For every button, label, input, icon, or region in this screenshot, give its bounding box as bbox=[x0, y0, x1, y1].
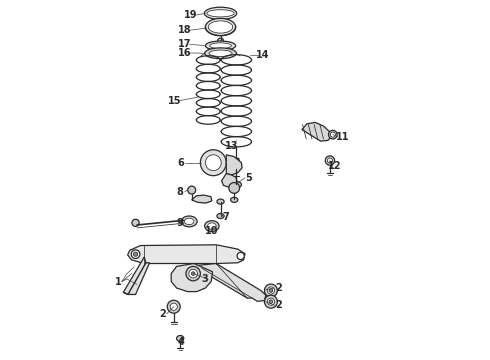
Ellipse shape bbox=[185, 218, 194, 225]
Circle shape bbox=[205, 155, 221, 171]
Text: 6: 6 bbox=[177, 158, 184, 168]
Polygon shape bbox=[226, 155, 242, 175]
Ellipse shape bbox=[217, 199, 224, 204]
Ellipse shape bbox=[176, 336, 184, 341]
Text: 10: 10 bbox=[205, 226, 219, 236]
Ellipse shape bbox=[181, 216, 197, 227]
Ellipse shape bbox=[186, 266, 200, 281]
Text: 14: 14 bbox=[255, 50, 269, 60]
Text: 9: 9 bbox=[176, 218, 183, 228]
Text: 7: 7 bbox=[222, 212, 229, 222]
Ellipse shape bbox=[207, 10, 234, 17]
Text: 1: 1 bbox=[115, 276, 122, 287]
Polygon shape bbox=[233, 158, 240, 169]
Ellipse shape bbox=[192, 272, 195, 275]
Circle shape bbox=[327, 158, 333, 163]
Circle shape bbox=[200, 150, 226, 176]
Text: 2: 2 bbox=[275, 283, 282, 293]
Text: 2: 2 bbox=[160, 309, 166, 319]
Ellipse shape bbox=[218, 38, 223, 42]
Text: 17: 17 bbox=[178, 39, 191, 49]
Ellipse shape bbox=[131, 250, 140, 258]
Text: 3: 3 bbox=[201, 274, 208, 284]
Ellipse shape bbox=[205, 221, 219, 231]
Ellipse shape bbox=[265, 284, 277, 297]
Text: 12: 12 bbox=[328, 161, 342, 171]
Polygon shape bbox=[123, 257, 146, 294]
Text: 16: 16 bbox=[178, 48, 191, 58]
Text: 11: 11 bbox=[336, 132, 349, 142]
Ellipse shape bbox=[208, 21, 233, 33]
Ellipse shape bbox=[208, 223, 216, 229]
Polygon shape bbox=[302, 122, 331, 141]
Circle shape bbox=[229, 183, 240, 193]
Ellipse shape bbox=[231, 181, 242, 188]
Ellipse shape bbox=[269, 300, 273, 303]
Ellipse shape bbox=[189, 269, 197, 278]
Polygon shape bbox=[221, 174, 237, 187]
Ellipse shape bbox=[210, 43, 231, 49]
Ellipse shape bbox=[265, 295, 277, 308]
Ellipse shape bbox=[204, 7, 237, 19]
Text: 8: 8 bbox=[177, 186, 184, 197]
Ellipse shape bbox=[205, 18, 236, 36]
Polygon shape bbox=[192, 195, 212, 203]
Ellipse shape bbox=[268, 287, 274, 294]
Circle shape bbox=[330, 132, 335, 137]
Text: 2: 2 bbox=[275, 300, 282, 310]
Ellipse shape bbox=[170, 303, 177, 310]
Ellipse shape bbox=[237, 252, 245, 260]
Circle shape bbox=[188, 186, 196, 194]
Text: 4: 4 bbox=[177, 337, 184, 347]
Ellipse shape bbox=[217, 213, 224, 219]
Ellipse shape bbox=[133, 252, 138, 256]
Ellipse shape bbox=[132, 219, 139, 226]
Ellipse shape bbox=[205, 48, 236, 59]
Ellipse shape bbox=[231, 197, 238, 202]
Polygon shape bbox=[171, 264, 213, 292]
Polygon shape bbox=[191, 264, 266, 301]
Ellipse shape bbox=[269, 289, 273, 292]
Text: 13: 13 bbox=[224, 141, 238, 151]
Text: 5: 5 bbox=[245, 173, 252, 183]
Ellipse shape bbox=[268, 298, 274, 305]
Ellipse shape bbox=[167, 300, 180, 313]
Text: 19: 19 bbox=[184, 10, 197, 20]
Ellipse shape bbox=[209, 50, 232, 57]
Polygon shape bbox=[128, 263, 149, 294]
Ellipse shape bbox=[205, 41, 236, 50]
Circle shape bbox=[328, 130, 337, 139]
Text: 18: 18 bbox=[178, 25, 191, 35]
Text: 15: 15 bbox=[168, 96, 181, 106]
Polygon shape bbox=[127, 245, 245, 264]
Circle shape bbox=[325, 156, 335, 165]
